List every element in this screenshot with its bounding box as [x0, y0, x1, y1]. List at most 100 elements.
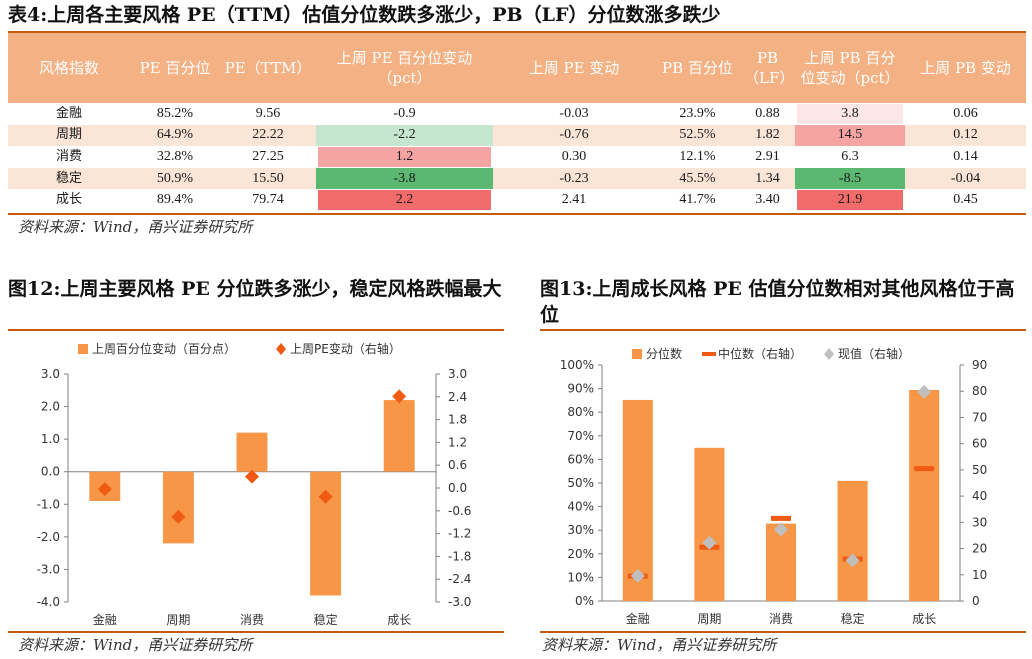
figure13-chart: 100% 90% 80% 70% 60% 50% 40% 30% 20% 10% 0% 90 80 70 6…	[560, 346, 988, 626]
left-tick-label: 30%	[567, 523, 594, 537]
bar-金融	[622, 399, 653, 601]
diamond-marker-稳定	[318, 489, 333, 504]
right-tick-label: 30	[972, 515, 987, 529]
header-cell: PB 百分位	[655, 33, 740, 103]
table-cell-pe-pct: 32.8%	[156, 148, 194, 164]
right-tick-label: 3.0	[448, 367, 467, 381]
bar-成长	[383, 400, 415, 472]
diamond-marker-消费	[245, 469, 259, 484]
table-row: 周期 64.9% 22.22 -2.2 -0.76 52.5% 1.82 14.5 0.12	[8, 124, 1026, 147]
table-cell-pb-pct: 41.7%	[679, 192, 716, 208]
right-tick-label: 40	[972, 489, 987, 503]
table-cell-pe: 9.56	[255, 105, 281, 121]
table-cell-pe-chg: 0.30	[561, 148, 587, 164]
table-cell-pe: 79.74	[252, 192, 284, 208]
table-cell-pe-pct-chg: -2.2	[316, 124, 493, 147]
left-tick-label: -2.0	[37, 530, 60, 544]
table-header-row: 风格指数 PE 百分位 PE（TTM） 上周 PE 百分位变动（pct） 上周 …	[8, 33, 1026, 103]
diamond-marker-消费	[774, 522, 788, 537]
legend-label: 现值（右轴）	[838, 346, 910, 361]
table-cell-pb-pct-chg: 14.5	[795, 124, 905, 147]
x-tick-label: 金融	[93, 612, 117, 627]
table-cell-name: 消费	[55, 148, 82, 164]
table-cell-name: 成长	[55, 192, 82, 208]
right-tick-label: -1.2	[448, 527, 471, 541]
table-cell-pb: 2.91	[755, 148, 780, 164]
header-cell: 上周 PE 变动	[493, 33, 655, 103]
x-tick-label: 成长	[387, 613, 411, 627]
x-tick-label: 稳定	[841, 611, 865, 626]
table-cell-pe-pct-chg: -3.8	[316, 167, 493, 190]
table-cell-pb-pct-chg: 3.8	[795, 103, 905, 125]
legend-swatch-bar	[632, 349, 642, 359]
table-cell-pe-pct: 64.9%	[130, 124, 220, 147]
figure12-bottom-rule	[8, 631, 504, 633]
table-cell-pe-pct: 89.4%	[156, 192, 194, 208]
figure13-bottom-rule	[540, 631, 1026, 633]
legend-label: 中位数（右轴）	[718, 346, 802, 361]
x-tick-label: 金融	[626, 611, 650, 626]
header-cell: 上周 PE 百分位变动（pct）	[316, 33, 493, 103]
header-cell: PE（TTM）	[220, 33, 316, 103]
diamond-marker-周期	[171, 509, 186, 524]
table-cell-pb-chg: 0.45	[953, 192, 978, 208]
table-cell-name: 金融	[55, 105, 82, 121]
figure12-chart: 3.0 2.0 1.0 0.0 -1.0 -2.0 -3.0 -4.0 3.0 2.4 1.8 1.2…	[37, 341, 472, 627]
diamond-marker-成长	[917, 384, 932, 399]
bar-周期	[694, 447, 725, 601]
table-bottom-rule	[8, 213, 1026, 215]
table-row: 成长 89.4% 79.74 2.2 2.41 41.7% 3.40 21.9 0.45	[8, 189, 1026, 211]
left-tick-label: 70%	[567, 429, 594, 443]
figure12-source-note: 资料来源：Wind，甬兴证券研究所	[18, 636, 253, 654]
table-cell-name: 周期	[8, 124, 130, 147]
x-tick-label: 周期	[697, 612, 721, 626]
right-tick-label: -0.6	[448, 504, 471, 518]
right-tick-label: 2.4	[448, 390, 467, 404]
diamond-marker-金融	[630, 568, 645, 583]
right-tick-label: 10	[972, 568, 987, 582]
table-cell-pe-chg: -0.03	[559, 105, 589, 121]
table-cell-pb-chg: -0.04	[905, 167, 1026, 190]
right-tick-label: 1.8	[448, 413, 467, 427]
table-cell-pb-chg: 0.12	[905, 124, 1026, 147]
left-tick-label: 0.0	[41, 465, 60, 479]
table-cell-pe-pct: 85.2%	[156, 105, 194, 121]
table-row: 消费 32.8% 27.25 1.2 0.30 12.1% 2.91 6.3 0.14	[8, 146, 1026, 168]
table-cell-pb: 1.34	[740, 167, 795, 190]
bar-稳定	[837, 480, 868, 601]
bar-周期	[162, 471, 194, 544]
table-cell-pe: 27.25	[252, 148, 284, 164]
table-cell-pb-chg: 0.14	[953, 148, 978, 164]
left-tick-label: 2.0	[41, 400, 60, 414]
header-cell: 上周 PB 变动	[905, 33, 1026, 103]
header-cell: 风格指数	[8, 33, 130, 103]
table-top-rule	[8, 31, 1026, 33]
legend-swatch-diamond	[824, 348, 835, 360]
left-tick-label: 3.0	[41, 367, 60, 381]
table-cell-pb-pct-chg: -8.5	[795, 167, 905, 190]
bar-成长	[909, 390, 940, 601]
right-tick-label: -3.0	[448, 595, 471, 609]
figure12-top-rule	[8, 329, 504, 331]
x-tick-label: 消费	[769, 612, 793, 626]
right-tick-label: 80	[972, 384, 987, 398]
table-cell-pb-pct: 23.9%	[679, 105, 716, 121]
table-cell-pe-chg: 2.41	[561, 192, 587, 208]
left-tick-label: -1.0	[37, 497, 60, 511]
table-cell-pe-pct-chg: 2.2	[316, 189, 493, 211]
left-tick-label: -3.0	[37, 562, 60, 576]
left-tick-label: 1.0	[41, 432, 60, 446]
style-valuation-table: 风格指数 PE 百分位 PE（TTM） 上周 PE 百分位变动（pct） 上周 …	[8, 33, 1026, 211]
legend-label: 上周百分位变动（百分点）	[92, 341, 236, 356]
right-tick-label: 0	[972, 594, 980, 608]
table-cell-pb-pct-chg: 6.3	[795, 146, 905, 168]
table-row: 金融 85.2% 9.56 -0.9 -0.03 23.9% 0.88 3.8 0.06	[8, 103, 1026, 125]
left-tick-label: 80%	[567, 405, 594, 419]
table-cell-pb-pct: 12.1%	[679, 148, 716, 164]
table-source-note: 资料来源：Wind，甬兴证券研究所	[18, 218, 253, 236]
table-cell-name: 稳定	[8, 167, 130, 190]
figure13-caption: 图13:上周成长风格 PE 估值分位数相对其他风格位于高位	[540, 278, 1015, 326]
right-tick-label: 60	[972, 437, 987, 451]
table-cell-pb: 1.82	[740, 124, 795, 147]
left-tick-label: 60%	[567, 452, 594, 466]
